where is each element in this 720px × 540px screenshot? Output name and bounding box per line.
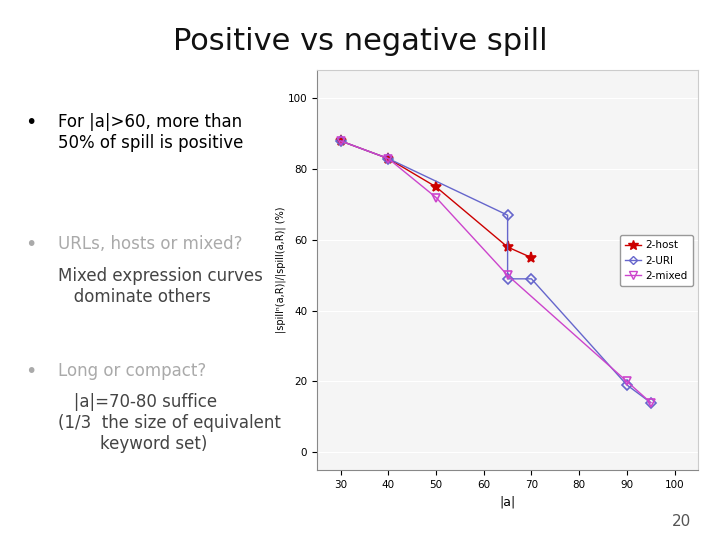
2-URI: [623, 382, 631, 388]
Y-axis label: |spillⁿ(a,R)|/|spill(a,R)| (%): |spillⁿ(a,R)|/|spill(a,R)| (%): [276, 207, 286, 333]
Text: |a|=70-80 suffice
(1/3  the size of equivalent
        keyword set): |a|=70-80 suffice (1/3 the size of equiv…: [58, 393, 281, 453]
Line: 2-mixed: 2-mixed: [336, 137, 655, 407]
Text: •: •: [25, 113, 37, 132]
2-mixed: [647, 400, 655, 406]
2-URI: [503, 212, 512, 218]
2-host: [432, 184, 441, 190]
Text: 20: 20: [672, 514, 691, 529]
2-mixed: [336, 138, 345, 144]
Line: 2-URI: 2-URI: [337, 138, 654, 406]
2-URI: [503, 275, 512, 282]
2-URI: [336, 138, 345, 144]
2-mixed: [503, 272, 512, 279]
Legend: 2-host, 2-URI, 2-mixed: 2-host, 2-URI, 2-mixed: [620, 235, 693, 286]
2-host: [503, 244, 512, 250]
2-host: [384, 156, 392, 162]
2-URI: [647, 400, 655, 406]
Text: Long or compact?: Long or compact?: [58, 362, 206, 380]
2-host: [336, 138, 345, 144]
2-mixed: [432, 194, 441, 201]
Text: Positive vs negative spill: Positive vs negative spill: [173, 27, 547, 56]
Text: For |a|>60, more than
50% of spill is positive: For |a|>60, more than 50% of spill is po…: [58, 113, 243, 152]
X-axis label: |a|: |a|: [500, 495, 516, 508]
2-mixed: [384, 156, 392, 162]
Text: •: •: [25, 235, 37, 254]
Text: •: •: [25, 362, 37, 381]
2-URI: [527, 275, 536, 282]
2-URI: [384, 156, 392, 162]
2-mixed: [623, 378, 631, 384]
Text: Mixed expression curves
   dominate others: Mixed expression curves dominate others: [58, 267, 263, 306]
2-host: [527, 254, 536, 261]
Text: URLs, hosts or mixed?: URLs, hosts or mixed?: [58, 235, 242, 253]
Line: 2-host: 2-host: [335, 136, 537, 263]
